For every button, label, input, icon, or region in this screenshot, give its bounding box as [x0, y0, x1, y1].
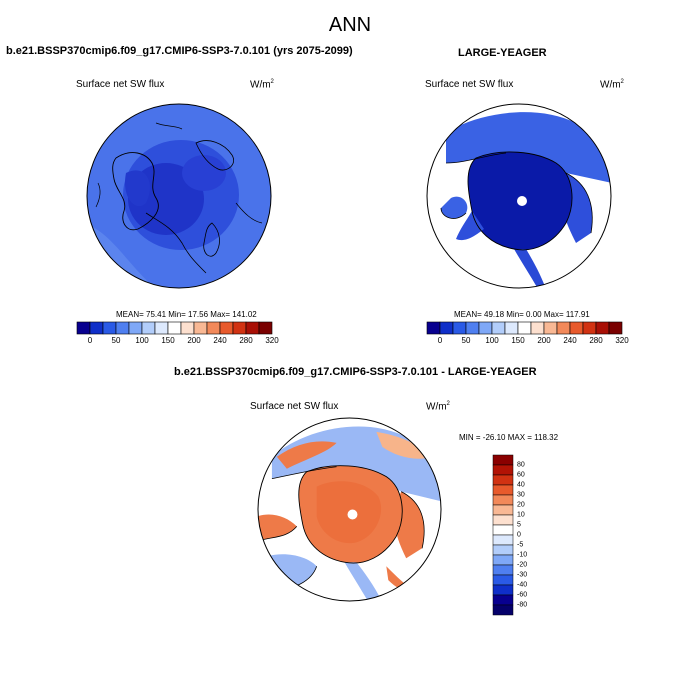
left-units-label: W/m2 — [250, 79, 274, 91]
figure-title-season: ANN — [328, 14, 372, 36]
diff-polar-map — [257, 417, 442, 602]
left-panel-title: b.e21.BSSP370cmip6.f09_g17.CMIP6-SSP3-7.… — [6, 45, 353, 57]
left-polar-map — [86, 103, 272, 289]
diff-colorbar-swatch — [492, 554, 514, 566]
colorbar-swatch — [180, 321, 195, 335]
colorbar-tick-label: 320 — [615, 336, 629, 345]
diff-colorbar-tick-label: 10 — [517, 511, 525, 519]
diff-colorbar-swatch — [492, 544, 514, 556]
diff-colorbar-tick-label: 30 — [517, 491, 525, 499]
colorbar-swatch — [232, 321, 247, 335]
colorbar-swatch — [128, 321, 143, 335]
diff-colorbar-tick-label: -60 — [517, 591, 528, 599]
colorbar-swatch — [595, 321, 610, 335]
diff-colorbar: 80 60 40 30 20 10 5 0 -5 -10 -20 -30 -40 -60 -80 — [492, 454, 553, 616]
colorbar-swatch — [452, 321, 467, 335]
colorbar-tick-label: 200 — [187, 336, 201, 345]
colorbar-tick-label: 0 — [87, 336, 93, 345]
colorbar-swatch — [154, 321, 169, 335]
diff-colorbar-swatch — [492, 464, 514, 476]
right-pole-hole — [517, 196, 527, 206]
colorbar-swatch — [219, 321, 234, 335]
diff-colorbar-swatch — [492, 584, 514, 596]
colorbar-tick-label: 50 — [461, 336, 471, 345]
colorbar-tick-label: 320 — [265, 336, 279, 345]
colorbar-swatch — [491, 321, 506, 335]
diff-colorbar-swatch — [492, 564, 514, 576]
diff-colorbar-swatch — [492, 504, 514, 516]
right-colorbar: 0 50 100 150 200 240 280 320 — [426, 321, 629, 352]
colorbar-swatch — [167, 321, 182, 335]
colorbar-swatch — [582, 321, 597, 335]
colorbar-tick-label: 240 — [213, 336, 227, 345]
diff-colorbar-tick-label: 60 — [517, 471, 525, 479]
colorbar-tick-label: 280 — [589, 336, 603, 345]
right-units-label: W/m2 — [600, 79, 624, 91]
colorbar-tick-label: 240 — [563, 336, 577, 345]
colorbar-swatch — [569, 321, 584, 335]
colorbar-swatch — [141, 321, 156, 335]
colorbar-swatch — [465, 321, 480, 335]
diff-colorbar-tick-label: 0 — [517, 531, 521, 539]
right-variable-label: Surface net SW flux — [425, 79, 514, 90]
colorbar-swatch — [426, 321, 441, 335]
colorbar-swatch — [206, 321, 221, 335]
colorbar-tick-label: 0 — [437, 336, 443, 345]
colorbar-tick-label: 200 — [537, 336, 551, 345]
diff-colorbar-swatch — [492, 454, 514, 466]
diff-colorbar-swatch — [492, 604, 514, 616]
colorbar-swatch — [245, 321, 260, 335]
diff-pole-hole — [347, 509, 358, 520]
diff-colorbar-swatch — [492, 524, 514, 536]
colorbar-swatch — [504, 321, 519, 335]
colorbar-tick-label: 150 — [161, 336, 175, 345]
colorbar-swatch — [102, 321, 117, 335]
diff-variable-label: Surface net SW flux — [250, 401, 339, 412]
colorbar-tick-label: 280 — [239, 336, 253, 345]
left-variable-label: Surface net SW flux — [76, 79, 165, 90]
diff-colorbar-swatch — [492, 534, 514, 546]
diff-colorbar-swatch — [492, 514, 514, 526]
colorbar-tick-label: 100 — [485, 336, 499, 345]
diff-colorbar-tick-label: -80 — [517, 601, 528, 609]
colorbar-tick-label: 100 — [135, 336, 149, 345]
right-polar-map — [426, 103, 612, 289]
diff-colorbar-tick-label: -5 — [517, 541, 524, 549]
colorbar-tick-label: 150 — [511, 336, 525, 345]
colorbar-swatch — [193, 321, 208, 335]
left-colorbar: 0 50 100 150 200 240 280 320 — [76, 321, 279, 352]
diff-colorbar-swatch — [492, 574, 514, 586]
colorbar-swatch — [115, 321, 130, 335]
diff-colorbar-swatch — [492, 594, 514, 606]
diff-colorbar-tick-label: -20 — [517, 561, 528, 569]
colorbar-tick-label: 50 — [111, 336, 121, 345]
colorbar-swatch — [517, 321, 532, 335]
colorbar-swatch — [76, 321, 91, 335]
diff-colorbar-tick-label: -40 — [517, 581, 528, 589]
colorbar-swatch — [89, 321, 104, 335]
diff-colorbar-swatch — [492, 494, 514, 506]
diff-panel-title: b.e21.BSSP370cmip6.f09_g17.CMIP6-SSP3-7.… — [174, 366, 537, 378]
diff-colorbar-tick-label: 20 — [517, 501, 525, 509]
diff-units-label: W/m2 — [426, 401, 450, 413]
colorbar-swatch — [478, 321, 493, 335]
diff-colorbar-swatch — [492, 474, 514, 486]
diff-colorbar-tick-label: 40 — [517, 481, 525, 489]
colorbar-swatch — [258, 321, 273, 335]
right-panel-title: LARGE-YEAGER — [458, 47, 547, 59]
colorbar-swatch — [530, 321, 545, 335]
diff-colorbar-tick-label: -30 — [517, 571, 528, 579]
colorbar-swatch — [608, 321, 623, 335]
diff-stats: MIN = -26.10 MAX = 118.32 — [459, 433, 559, 442]
left-stats: MEAN= 75.41 Min= 17.56 Max= 141.02 — [116, 310, 257, 319]
diff-colorbar-tick-label: 5 — [517, 521, 521, 529]
colorbar-swatch — [556, 321, 571, 335]
right-stats: MEAN= 49.18 Min= 0.00 Max= 117.91 — [454, 310, 590, 319]
diff-colorbar-tick-label: 80 — [517, 461, 525, 469]
diff-colorbar-tick-label: -10 — [517, 551, 528, 559]
diff-colorbar-swatch — [492, 484, 514, 496]
colorbar-swatch — [439, 321, 454, 335]
colorbar-swatch — [543, 321, 558, 335]
